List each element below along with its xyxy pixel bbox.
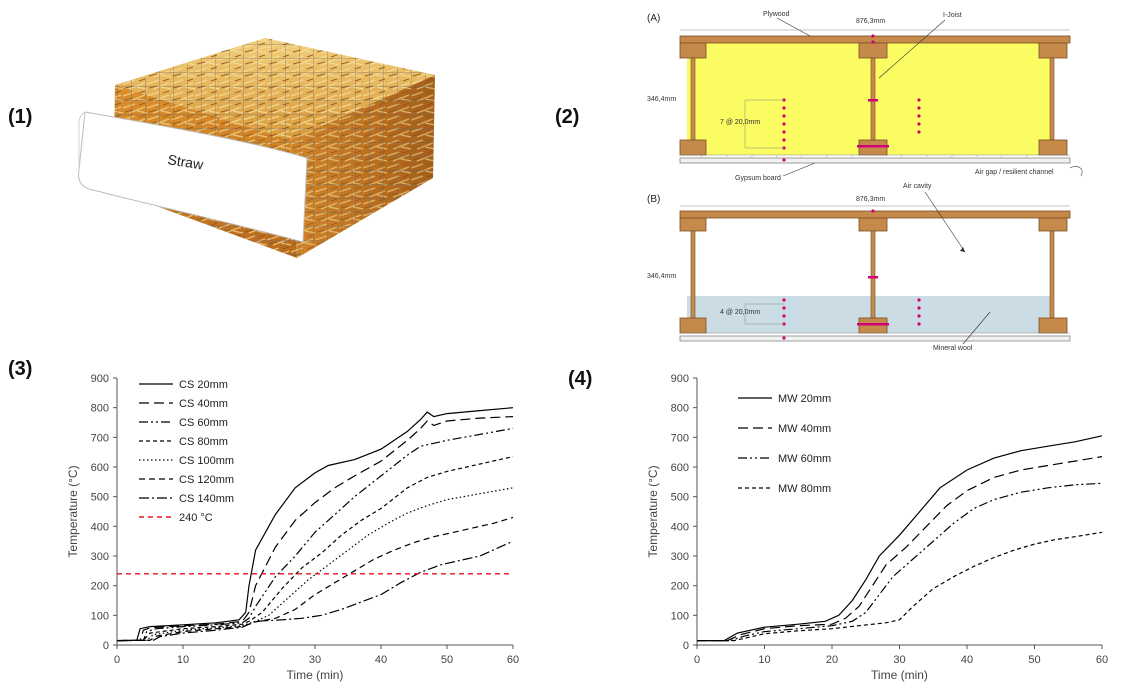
floor-section-diagram: (A) 876,3mm 346,4mm 7 @ 20,0mm Plywood xyxy=(647,11,1083,352)
panel-label-1: (1) xyxy=(8,106,33,128)
y-tick-label: 300 xyxy=(671,551,689,563)
straw-cavity-fill xyxy=(687,42,1052,155)
gypsum-board-label: Gypsum board xyxy=(735,175,781,182)
y-tick-label: 300 xyxy=(91,551,109,563)
diagram-a-label: (A) xyxy=(647,13,660,24)
x-tick-label: 20 xyxy=(826,654,838,666)
y-tick-label: 700 xyxy=(671,432,689,444)
legend-entry: CS 140mm xyxy=(179,493,234,505)
plywood-label: Plywood xyxy=(763,11,790,18)
legend-entry: MW 80mm xyxy=(778,483,831,495)
panel-label-4: (4) xyxy=(568,368,593,390)
ijoist-b-mid xyxy=(858,217,888,334)
ijoist-b-right xyxy=(1038,217,1068,334)
x-tick-label: 40 xyxy=(961,654,973,666)
spacing-dim-b: 4 @ 20,0mm xyxy=(720,309,760,316)
x-axis-label: Time (min) xyxy=(871,668,928,682)
x-tick-label: 40 xyxy=(375,654,387,666)
y-axis-label: Temperature (°C) xyxy=(66,465,80,557)
thermocouple-markers-b xyxy=(782,209,921,340)
y-tick-label: 0 xyxy=(103,640,109,652)
y-tick-label: 200 xyxy=(91,581,109,593)
series-line-mw-40mm xyxy=(697,456,1103,642)
legend-entry: MW 20mm xyxy=(778,393,831,405)
x-tick-label: 60 xyxy=(1096,654,1108,666)
series-line-cs-60mm xyxy=(116,427,514,642)
legend-entry: CS 100mm xyxy=(179,455,234,467)
mineral-wool-label: Mineral wool xyxy=(933,345,973,352)
ijoist-a-right xyxy=(1038,42,1068,156)
y-tick-label: 500 xyxy=(91,492,109,504)
x-tick-label: 60 xyxy=(507,654,519,666)
series-line-mw-80mm xyxy=(697,531,1103,642)
legend-entry: CS 40mm xyxy=(179,398,228,410)
x-tick-label: 50 xyxy=(1028,654,1040,666)
plywood-a xyxy=(679,35,1071,44)
legend-entry: MW 60mm xyxy=(778,453,831,465)
gypsum-board-b xyxy=(679,335,1071,342)
airgap-label: Air gap / resilient channel xyxy=(975,169,1054,176)
plywood-b xyxy=(679,210,1071,219)
y-tick-label: 400 xyxy=(91,521,109,533)
legend-entry: MW 40mm xyxy=(778,423,831,435)
series-line-mw-60mm xyxy=(697,482,1103,642)
x-tick-label: 20 xyxy=(243,654,255,666)
straw-sample-photo: Straw xyxy=(78,38,435,258)
legend-entry: 240 °C xyxy=(179,512,213,524)
x-tick-label: 10 xyxy=(758,654,770,666)
gypsum-board-a xyxy=(679,157,1071,164)
spacing-dim-a: 7 @ 20,0mm xyxy=(720,119,760,126)
series-line-cs-140mm xyxy=(116,540,514,642)
y-tick-label: 0 xyxy=(683,640,689,652)
legend-entry: CS 20mm xyxy=(179,379,228,391)
y-tick-label: 100 xyxy=(91,610,109,622)
x-axis-label: Time (min) xyxy=(287,668,344,682)
ijoist-a-left xyxy=(679,42,707,156)
y-tick-label: 600 xyxy=(91,462,109,474)
y-tick-label: 400 xyxy=(671,521,689,533)
straw-card-label: Straw xyxy=(167,151,206,173)
chart-cellulose-straw: 0 100 200 300 400 500 600 700 800 900 0 10 20 30 40 50 6… xyxy=(66,373,519,682)
ijoist-b-left xyxy=(679,217,707,334)
x-tick-label: 0 xyxy=(694,654,700,666)
x-tick-label: 30 xyxy=(893,654,905,666)
y-tick-label: 100 xyxy=(671,610,689,622)
legend-entry: CS 60mm xyxy=(179,417,228,429)
diagram-b-label: (B) xyxy=(647,194,660,205)
ijoist-label: I-Joist xyxy=(943,12,962,19)
x-tick-label: 0 xyxy=(114,654,120,666)
y-tick-label: 800 xyxy=(91,403,109,415)
legend-entry: CS 120mm xyxy=(179,474,234,486)
chart-mineral-wool: 0 100 200 300 400 500 600 700 800 900 0 10 20 30 40 50 6… xyxy=(646,373,1108,682)
series-line-cs-100mm xyxy=(116,487,514,642)
width-dim-a: 876,3mm xyxy=(856,18,885,25)
y-axis-label: Temperature (°C) xyxy=(646,465,660,557)
x-tick-label: 30 xyxy=(309,654,321,666)
y-tick-label: 900 xyxy=(671,373,689,385)
series-line-cs-40mm xyxy=(116,416,514,642)
legend-entry: CS 80mm xyxy=(179,436,228,448)
height-dim-b: 346,4mm xyxy=(647,273,676,280)
y-tick-label: 800 xyxy=(671,403,689,415)
air-cavity-label: Air cavity xyxy=(903,183,932,190)
y-tick-label: 200 xyxy=(671,581,689,593)
x-tick-label: 10 xyxy=(177,654,189,666)
y-tick-label: 500 xyxy=(671,492,689,504)
width-dim-b: 876,3mm xyxy=(856,196,885,203)
series-line-cs-80mm xyxy=(116,456,514,642)
x-tick-label: 50 xyxy=(441,654,453,666)
height-dim-a: 346,4mm xyxy=(647,96,676,103)
y-tick-label: 900 xyxy=(91,373,109,385)
series-line-cs-20mm xyxy=(116,407,514,642)
panel-label-3: (3) xyxy=(8,358,33,380)
series-line-mw-20mm xyxy=(697,435,1103,642)
y-tick-label: 600 xyxy=(671,462,689,474)
panel-label-2: (2) xyxy=(555,106,580,128)
series-line-cs-120mm xyxy=(116,516,514,642)
y-tick-label: 700 xyxy=(91,432,109,444)
